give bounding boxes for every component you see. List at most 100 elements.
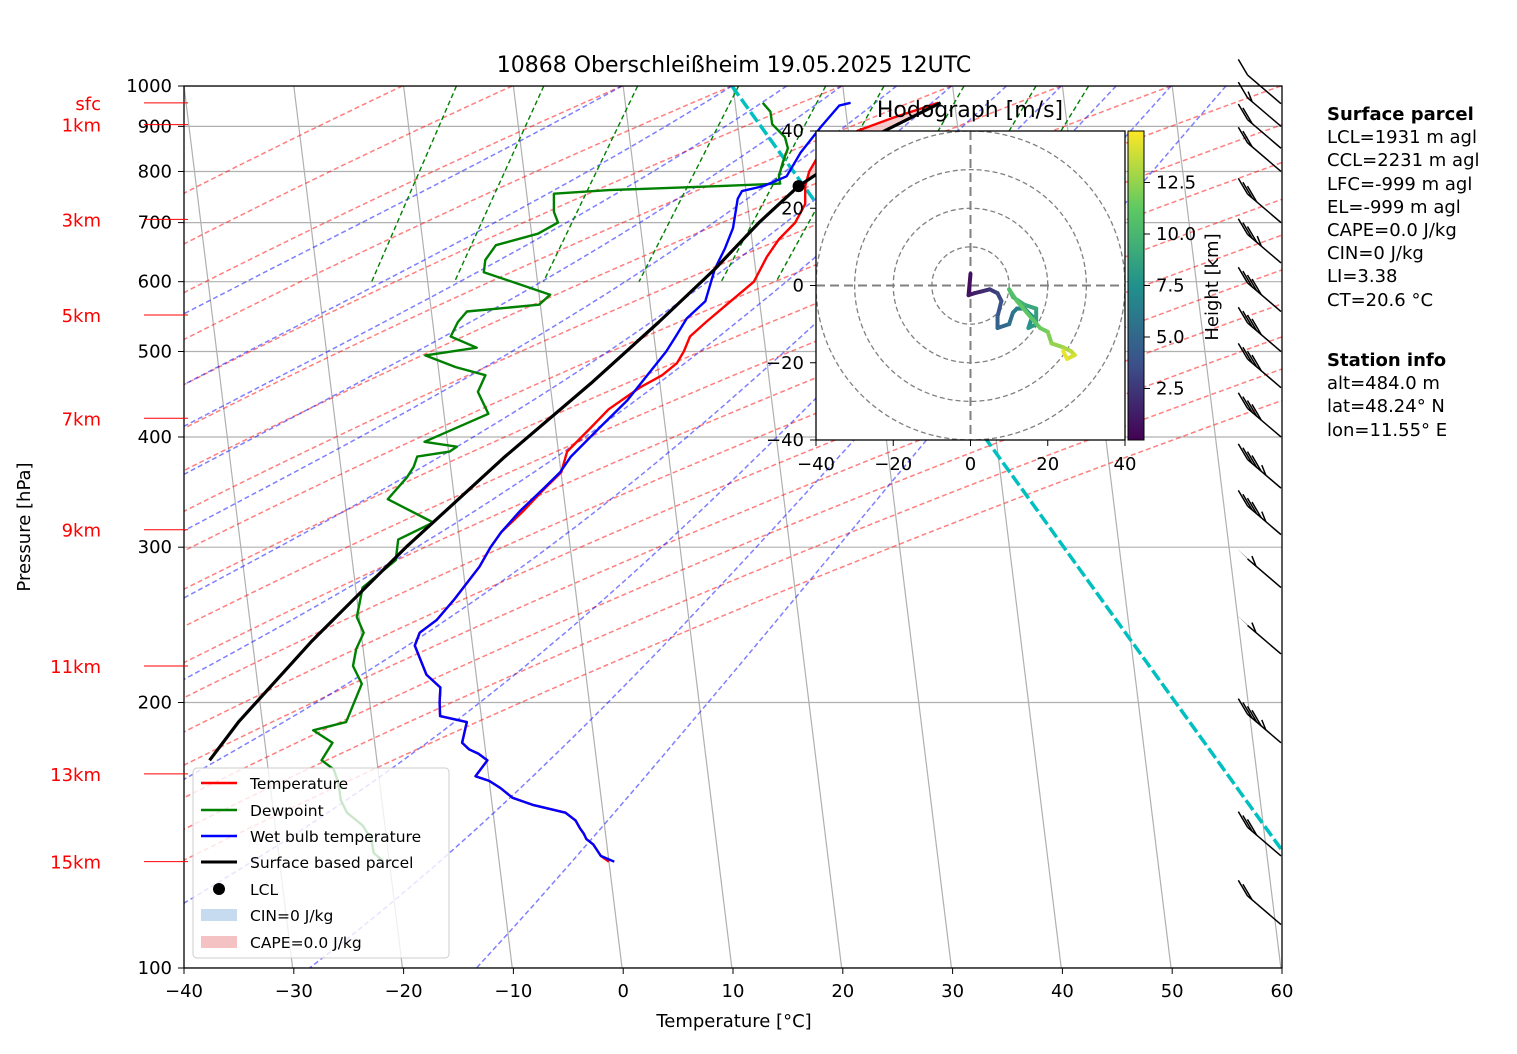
wind-barb	[1237, 879, 1282, 926]
station-latitude: lat=48.24° N	[1327, 396, 1445, 418]
li-value: LI=3.38	[1327, 266, 1398, 288]
hodograph-x-tick-label: 20	[1036, 454, 1059, 475]
barb-feather	[1237, 126, 1249, 144]
wind-barb	[1237, 306, 1282, 353]
legend-label-parcel: Surface based parcel	[250, 854, 413, 872]
colorbar-tick-label: 10.0	[1156, 224, 1196, 245]
mixing-ratio-line	[720, 86, 827, 283]
barb-feather	[1251, 278, 1262, 296]
wind-barb	[1236, 614, 1282, 655]
colorbar-tick-label: 12.5	[1156, 173, 1196, 194]
cin-value: CIN=0 J/kg	[1327, 243, 1424, 265]
dry-adiabat	[184, 86, 623, 294]
hodograph-y-tick-label: 40	[781, 121, 804, 142]
hodograph-y-tick-label: −20	[766, 353, 804, 374]
barb-feather	[1237, 342, 1249, 360]
barb-staff	[1247, 233, 1282, 264]
hodograph-title: Hodograph [m/s]	[877, 98, 1063, 123]
colorbar-ticks: 2.5 5.0 7.5 10.0 12.5	[1144, 173, 1196, 400]
hodograph-y-tick-label: −40	[766, 430, 804, 451]
barb-feather	[1237, 811, 1249, 828]
dewpoint-line	[312, 102, 790, 863]
barb-half-feather	[1256, 235, 1262, 247]
hodograph-segment	[966, 271, 973, 298]
y-tick-label: 900	[138, 116, 172, 137]
colorbar-tick-label: 2.5	[1156, 379, 1185, 400]
barb-feather	[1242, 310, 1253, 328]
barb-feather	[1251, 709, 1262, 727]
colorbar-tick-label: 5.0	[1156, 327, 1185, 348]
dry-adiabat	[184, 86, 842, 386]
wind-barb	[1237, 177, 1282, 224]
legend-swatch-cin	[201, 909, 237, 921]
barb-feather	[1246, 185, 1258, 203]
dry-adiabat	[184, 198, 1282, 664]
barb-feather	[1237, 218, 1249, 235]
ccl-value: CCL=2231 m agl	[1327, 150, 1480, 172]
mixing-ratio-line	[638, 86, 740, 282]
barb-staff	[1247, 119, 1282, 149]
barb-feather	[1237, 266, 1249, 284]
y-tick-label: 300	[138, 537, 172, 558]
wetbulb-line	[413, 101, 851, 863]
dry-adiabat	[184, 86, 513, 245]
hodograph-segment	[1045, 329, 1054, 346]
wind-barb	[1236, 548, 1282, 589]
hodograph-x-tick-label: 40	[1114, 454, 1137, 475]
hodograph-segment	[1007, 287, 1019, 303]
dry-adiabat	[184, 86, 1172, 513]
barb-feather	[1242, 883, 1253, 901]
dry-adiabat	[184, 86, 733, 341]
height-label: 5km	[62, 306, 101, 327]
wind-barb	[1237, 218, 1282, 264]
hodograph-segment	[995, 322, 1012, 330]
x-tick-label: 40	[1051, 981, 1074, 1002]
legend-label-dewpoint: Dewpoint	[250, 802, 324, 820]
moist-adiabat	[184, 86, 733, 386]
isotherm-gridline	[403, 86, 513, 968]
axes: −40 −30 −20 −10 0 10 20 30 40 50 60100200300400500…	[50, 76, 1293, 1002]
wind-barb	[1237, 698, 1282, 744]
hodograph-segment	[1022, 302, 1039, 311]
legend: Temperature Dewpoint Wet bulb temperatur…	[192, 767, 450, 959]
x-tick-label: −20	[385, 981, 423, 1002]
barb-feather	[1242, 270, 1253, 288]
barb-feather	[1242, 702, 1253, 719]
legend-label-cin: CIN=0 J/kg	[250, 907, 333, 925]
barb-half-feather	[1261, 464, 1267, 476]
station-info-title: Station info	[1327, 350, 1447, 371]
barb-staff	[1247, 407, 1282, 438]
barb-feather	[1237, 81, 1249, 99]
barb-feather	[1242, 346, 1253, 364]
mixing-ratio-line	[542, 86, 639, 282]
barb-feather	[1246, 350, 1258, 368]
x-tick-label: −10	[494, 981, 532, 1002]
barb-feather	[1242, 222, 1253, 239]
barb-staff	[1247, 458, 1282, 489]
y-tick-label: 600	[138, 272, 172, 293]
height-label: 11km	[50, 657, 101, 678]
wind-barb	[1237, 58, 1282, 105]
barb-feather	[1246, 705, 1258, 723]
barb-half-feather	[1261, 511, 1267, 522]
barb-staff	[1247, 282, 1282, 313]
mixing-ratio-line	[453, 86, 545, 282]
barb-feather	[1246, 497, 1258, 515]
station-longitude: lon=11.55° E	[1327, 419, 1448, 441]
moist-adiabat	[184, 86, 843, 476]
moist-adiabat	[184, 86, 788, 428]
y-tick-label: 1000	[126, 76, 172, 97]
wind-barb	[1237, 342, 1282, 389]
hodograph-colorbar	[1127, 130, 1145, 441]
x-tick-label: 20	[831, 981, 854, 1002]
barb-feather	[1237, 306, 1249, 324]
barb-staff	[1247, 713, 1282, 744]
height-label: 3km	[62, 210, 101, 231]
hodograph-segment	[1007, 310, 1015, 327]
barb-feather	[1237, 443, 1249, 460]
y-tick-label: 100	[138, 958, 172, 979]
barb-feather	[1237, 392, 1249, 409]
barb-staff	[1247, 193, 1282, 224]
barb-feather	[1242, 181, 1253, 199]
legend-label-lcl: LCL	[250, 881, 278, 899]
